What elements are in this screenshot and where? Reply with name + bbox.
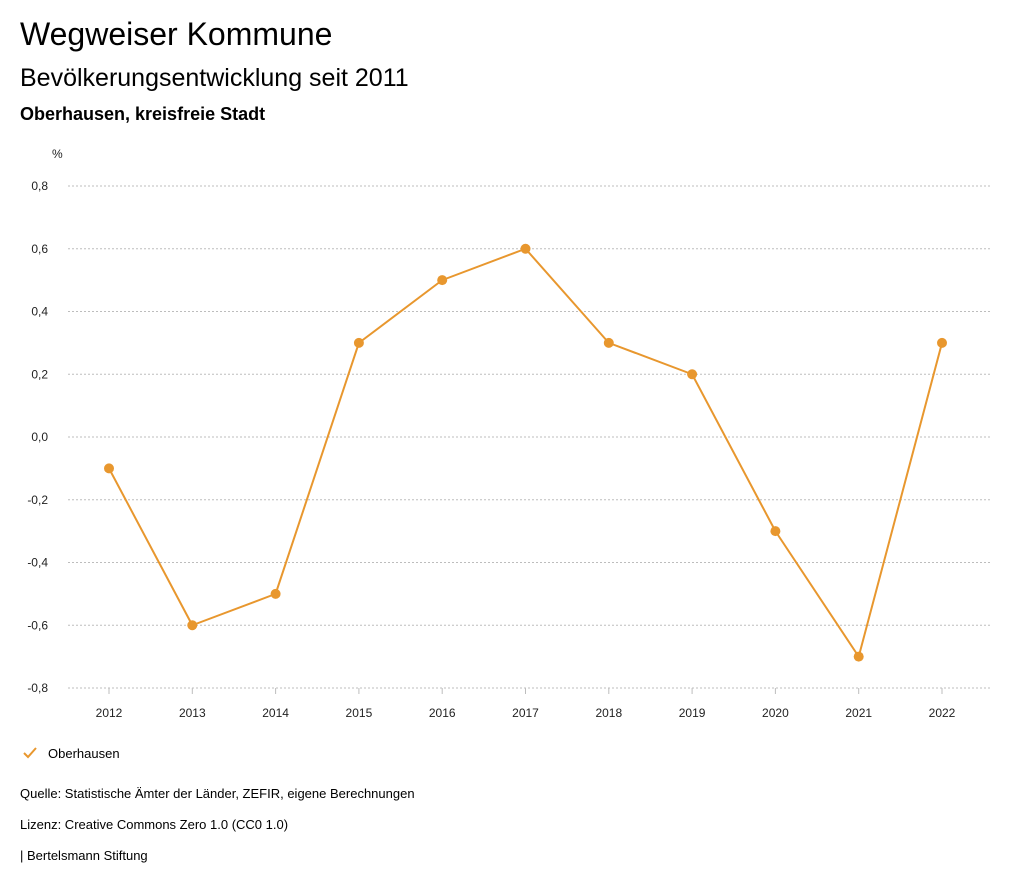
x-tick-label: 2017 xyxy=(512,706,539,720)
x-tick-label: 2022 xyxy=(929,706,956,720)
data-point[interactable] xyxy=(104,463,114,474)
x-tick-label: 2019 xyxy=(679,706,706,720)
x-tick-label: 2020 xyxy=(762,706,789,720)
source-note: Quelle: Statistische Ämter der Länder, Z… xyxy=(20,786,415,801)
legend-label: Oberhausen xyxy=(48,745,120,761)
y-axis-unit-label: % xyxy=(52,147,63,161)
y-tick-label: -0,6 xyxy=(27,618,48,632)
data-point[interactable] xyxy=(937,337,947,348)
data-point[interactable] xyxy=(437,275,448,286)
x-tick-label: 2021 xyxy=(845,706,872,720)
publisher-note: | Bertelsmann Stiftung xyxy=(20,848,148,863)
x-tick-label: 2018 xyxy=(595,706,622,720)
line-chart: % 0,8 0,6 0,4 0,2 0,0 -0,2 -0,4 -0,6 -0,8 2012 201… xyxy=(27,147,990,720)
legend-check-icon[interactable] xyxy=(22,745,38,761)
x-tick-label: 2015 xyxy=(346,706,373,720)
region-label: Oberhausen, kreisfreie Stadt xyxy=(20,104,266,124)
data-point[interactable] xyxy=(853,651,864,662)
data-point[interactable] xyxy=(187,620,198,631)
y-tick-label: 0,6 xyxy=(31,242,48,256)
data-point[interactable] xyxy=(770,526,781,537)
y-tick-label: 0,4 xyxy=(31,305,48,319)
x-tick-label: 2016 xyxy=(429,706,456,720)
page-title: Wegweiser Kommune xyxy=(20,16,333,52)
y-tick-label: 0,8 xyxy=(31,179,48,193)
chart-subtitle: Bevölkerungsentwicklung seit 2011 xyxy=(20,64,409,92)
y-tick-label: -0,8 xyxy=(27,681,48,695)
y-tick-label: 0,0 xyxy=(31,430,48,444)
x-tick-label: 2012 xyxy=(96,706,123,720)
y-tick-label: 0,2 xyxy=(31,367,48,381)
series-line-oberhausen xyxy=(108,247,943,658)
y-tick-label: -0,2 xyxy=(27,493,48,507)
data-point[interactable] xyxy=(270,588,281,599)
legend[interactable]: Oberhausen xyxy=(22,745,120,761)
data-point[interactable] xyxy=(687,369,698,380)
data-point[interactable] xyxy=(520,243,531,254)
y-tick-label: -0,4 xyxy=(27,556,48,570)
x-tick-label: 2014 xyxy=(262,706,289,720)
license-note: Lizenz: Creative Commons Zero 1.0 (CC0 1… xyxy=(20,817,289,832)
data-point[interactable] xyxy=(603,337,614,348)
data-point[interactable] xyxy=(353,337,364,348)
x-tick-label: 2013 xyxy=(179,706,206,720)
